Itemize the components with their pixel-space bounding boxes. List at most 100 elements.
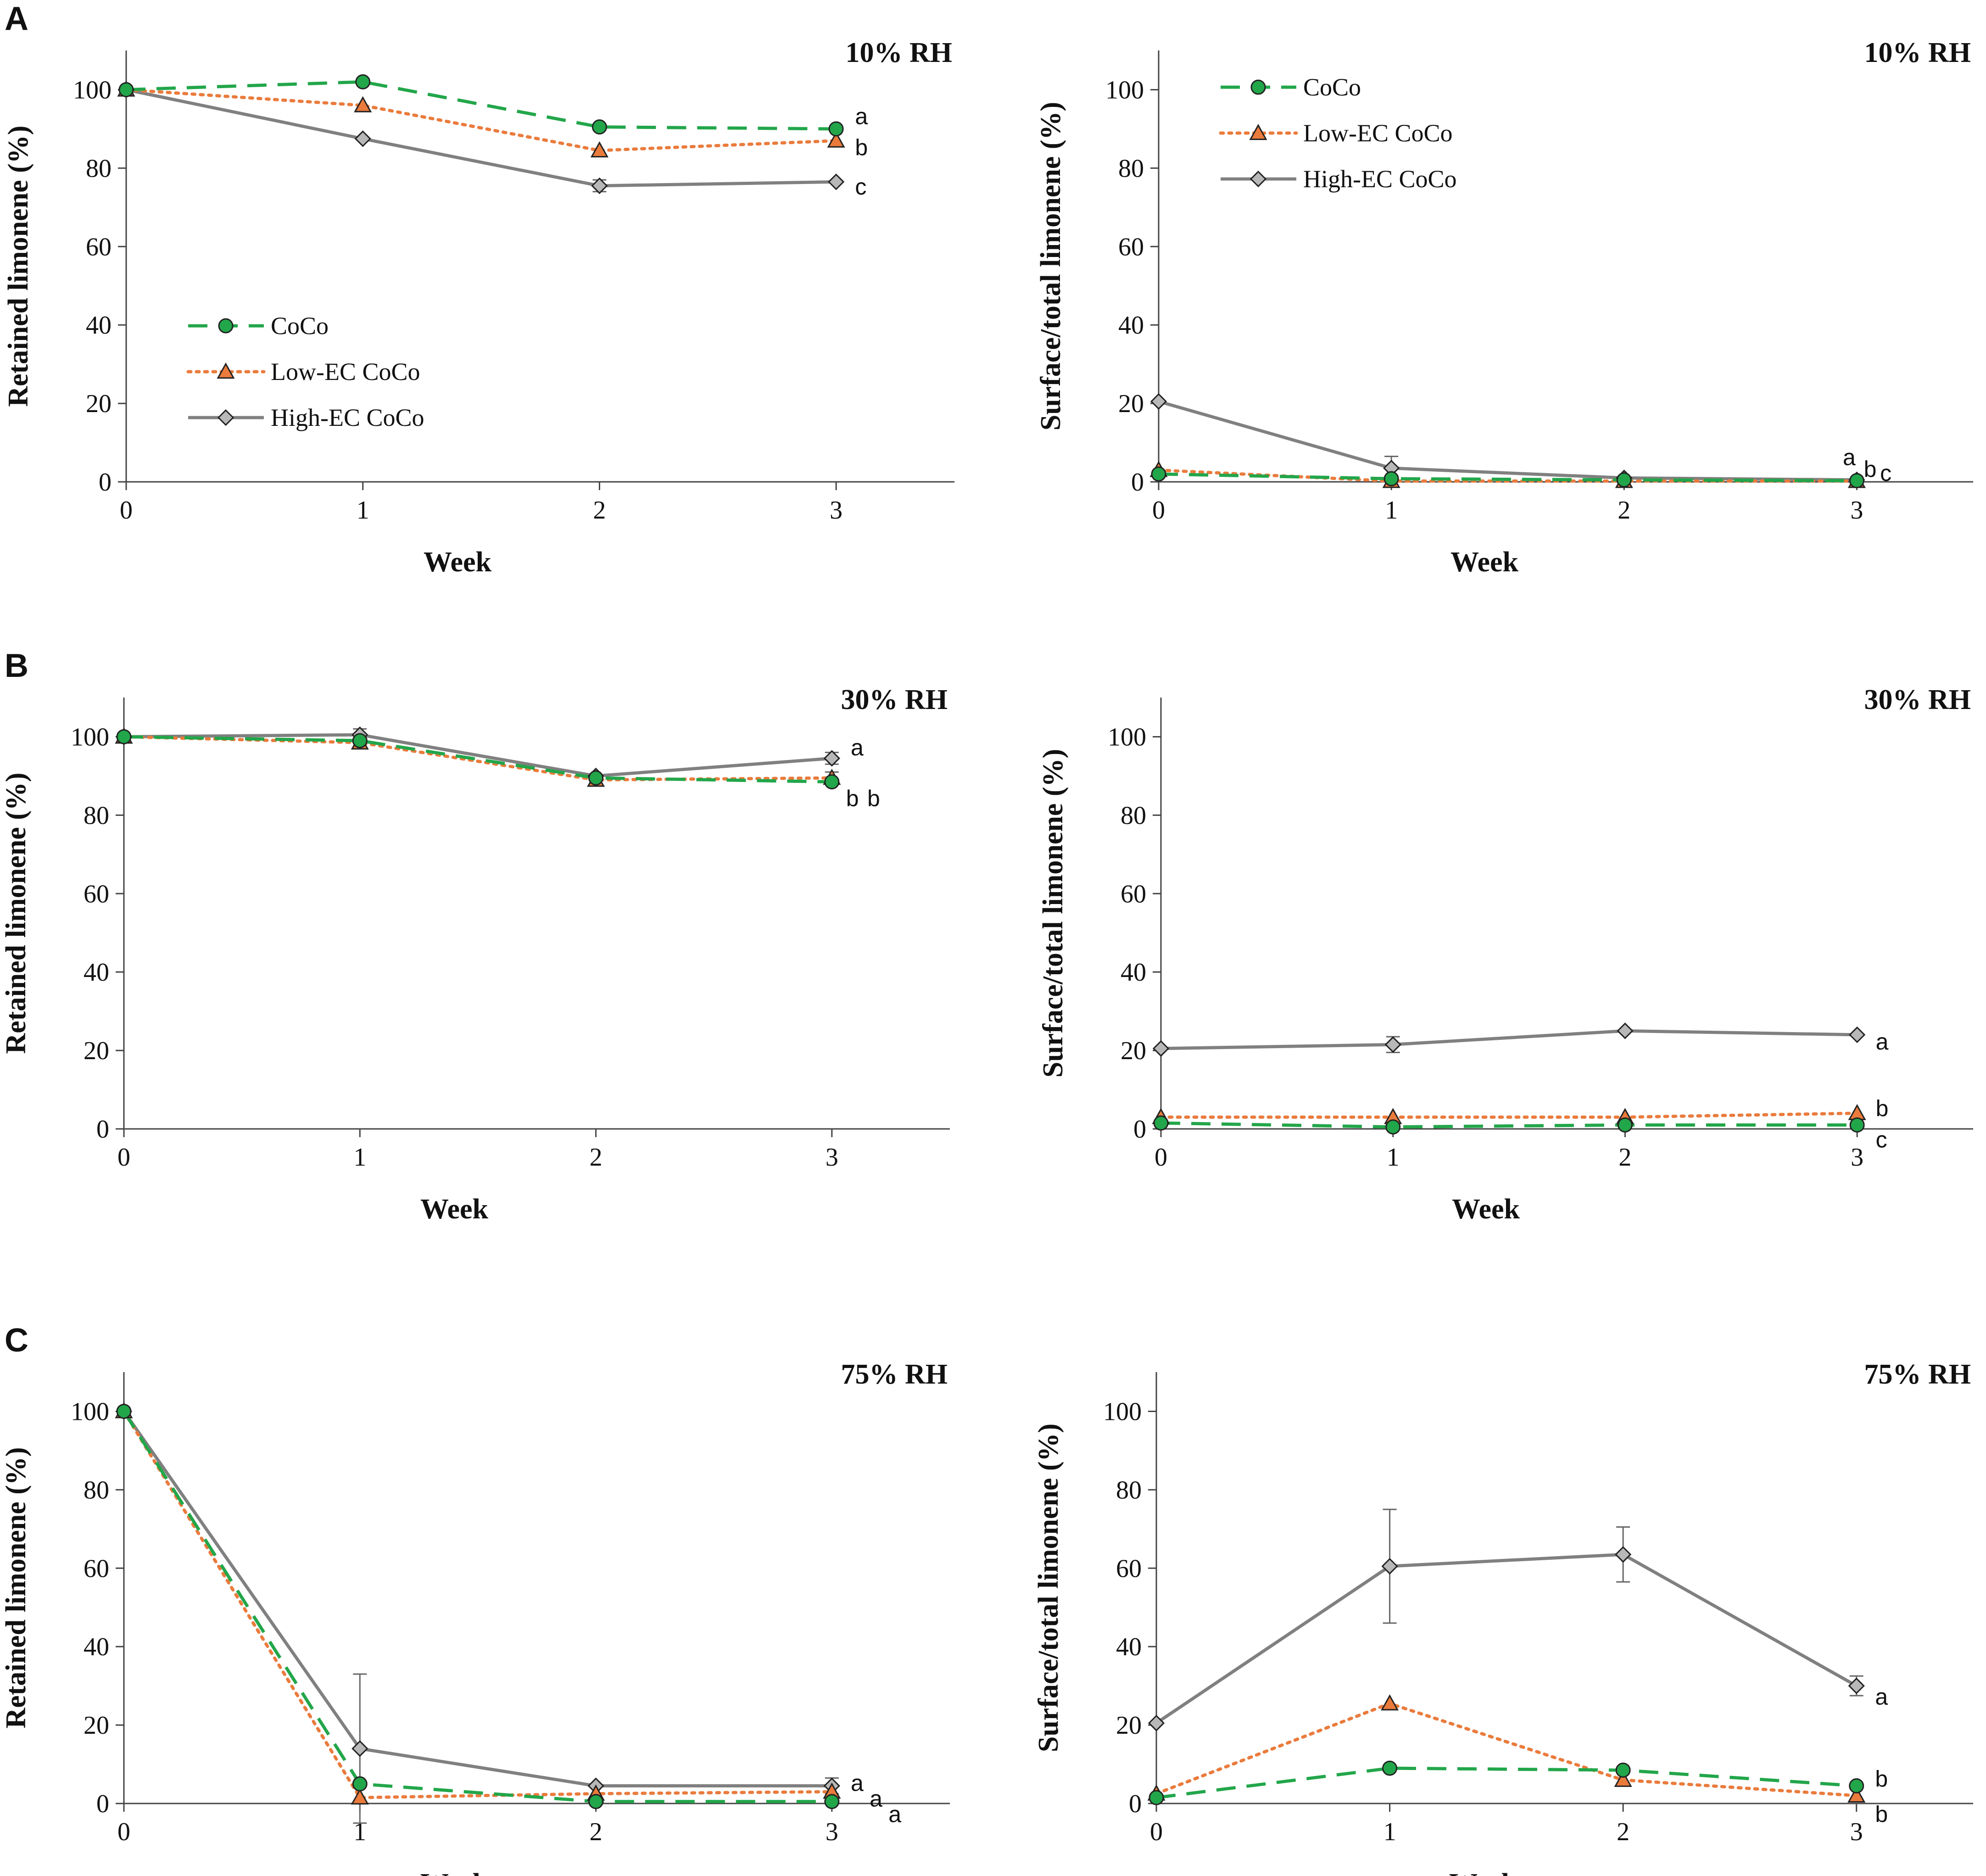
y-tick-label: 40: [84, 958, 109, 987]
series-high-ec-coco: [126, 88, 837, 193]
significance-letter: b: [1876, 1095, 1889, 1121]
x-tick-label: 2: [590, 1143, 602, 1172]
humidity-label: 30% RH: [841, 684, 948, 715]
y-tick-label: 60: [1116, 1554, 1142, 1583]
series-high-ec-coco: [123, 728, 839, 778]
data-point: [824, 774, 840, 790]
y-tick-label: 100: [1103, 1397, 1142, 1426]
panel-letter: B: [5, 648, 28, 684]
x-tick-label: 0: [117, 1143, 130, 1172]
x-tick-label: 0: [1150, 1818, 1163, 1846]
y-tick-label: 40: [86, 311, 112, 340]
y-axis-title: Retained limonene (%): [0, 772, 32, 1054]
legend-item: High-EC CoCo: [188, 404, 424, 431]
significance-letter: c: [855, 174, 866, 200]
data-point: [1385, 1119, 1401, 1135]
significance-letter: a: [1875, 1684, 1888, 1709]
data-point: [1849, 1117, 1865, 1133]
series-line: [126, 80, 837, 131]
x-tick-label: 1: [357, 496, 369, 525]
y-tick-label: 40: [1118, 311, 1144, 340]
y-tick-label: 80: [86, 154, 112, 183]
significance-letter: a: [1876, 1029, 1889, 1055]
y-tick-label: 20: [1116, 1711, 1142, 1740]
data-point: [354, 130, 371, 147]
data-point: [1384, 1036, 1401, 1053]
y-tick-label: 100: [71, 1397, 109, 1426]
data-point: [1616, 472, 1632, 488]
y-tick-label: 20: [84, 1037, 109, 1065]
series-high-ec-coco: [123, 1410, 839, 1824]
data-point: [1148, 1714, 1165, 1731]
x-axis-title: Week: [420, 1194, 489, 1225]
x-tick-label: 1: [1385, 496, 1398, 525]
legend-swatch-marker: [217, 409, 234, 426]
data-point: [590, 141, 608, 158]
data-point: [1382, 1760, 1398, 1776]
data-point: [118, 82, 134, 97]
significance-letter: b: [1864, 456, 1877, 482]
x-axis-title: Week: [1449, 1868, 1517, 1876]
data-point: [1153, 1115, 1169, 1131]
data-point: [591, 177, 608, 194]
data-point: [1381, 1558, 1398, 1575]
significance-letter: a: [855, 103, 868, 129]
x-tick-label: 0: [1152, 496, 1165, 525]
humidity-label: 30% RH: [1864, 684, 1971, 715]
data-point: [116, 1403, 132, 1419]
data-point: [116, 729, 132, 744]
series-low-ec-coco: [124, 88, 838, 152]
y-tick-label: 0: [96, 1115, 109, 1144]
chart-panel-B-right: 0 20 40 60 80 100 0 1 2 3 Week Surface/total limone…: [1038, 684, 1973, 1225]
y-tick-label: 20: [86, 390, 112, 418]
data-point: [1149, 1790, 1164, 1805]
series-line: [124, 88, 838, 152]
series-high-ec-coco: [1155, 1508, 1863, 1725]
chart-panel-A-left: 0 20 40 60 80 100 0 1 2 3 Week Retained limonene (%…: [3, 0, 954, 578]
data-point: [1849, 1026, 1866, 1044]
series-low-ec-coco: [122, 735, 839, 785]
data-point: [588, 1794, 604, 1809]
legend-item: Low-EC CoCo: [1219, 119, 1453, 147]
data-point: [828, 121, 844, 137]
y-tick-label: 80: [84, 801, 109, 830]
series-line: [1156, 1766, 1857, 1799]
data-point: [1381, 1694, 1399, 1711]
data-point: [1384, 471, 1399, 486]
x-tick-label: 3: [826, 1818, 838, 1846]
series-low-ec-coco: [1155, 1702, 1858, 1798]
significance-letter: b: [1875, 1766, 1888, 1792]
series-coco: [126, 80, 837, 131]
x-axis-title: Week: [424, 547, 492, 578]
legend-label: Low-EC CoCo: [271, 358, 420, 385]
series-line: [123, 1410, 832, 1803]
series-line: [126, 88, 837, 188]
series-coco: [1158, 472, 1857, 482]
y-axis-title: Surface/total limonene (%): [1035, 102, 1066, 430]
data-point: [1848, 1104, 1866, 1120]
x-tick-label: 2: [1618, 496, 1630, 525]
x-tick-label: 3: [830, 496, 842, 525]
x-tick-label: 0: [1155, 1143, 1167, 1172]
y-tick-label: 80: [84, 1476, 109, 1504]
data-point: [351, 1788, 369, 1805]
x-tick-label: 0: [117, 1818, 130, 1846]
x-tick-label: 1: [353, 1143, 366, 1172]
y-tick-label: 100: [71, 723, 109, 751]
y-tick-label: 0: [96, 1790, 109, 1818]
legend-label: High-EC CoCo: [1303, 165, 1457, 193]
series-coco: [123, 1410, 832, 1803]
significance-letter: b: [1875, 1802, 1888, 1827]
series-coco: [1160, 1121, 1858, 1129]
x-tick-label: 2: [590, 1818, 602, 1846]
y-tick-label: 20: [1121, 1037, 1146, 1065]
x-tick-label: 2: [1618, 1143, 1631, 1172]
data-point: [354, 96, 372, 112]
data-point: [823, 750, 840, 767]
significance-letter: b: [855, 135, 868, 161]
significance-letter: a: [888, 1802, 901, 1827]
humidity-label: 75% RH: [1864, 1359, 1971, 1390]
legend-item: Low-EC CoCo: [186, 358, 420, 385]
y-axis-title: Retained limonene (%): [3, 125, 34, 407]
